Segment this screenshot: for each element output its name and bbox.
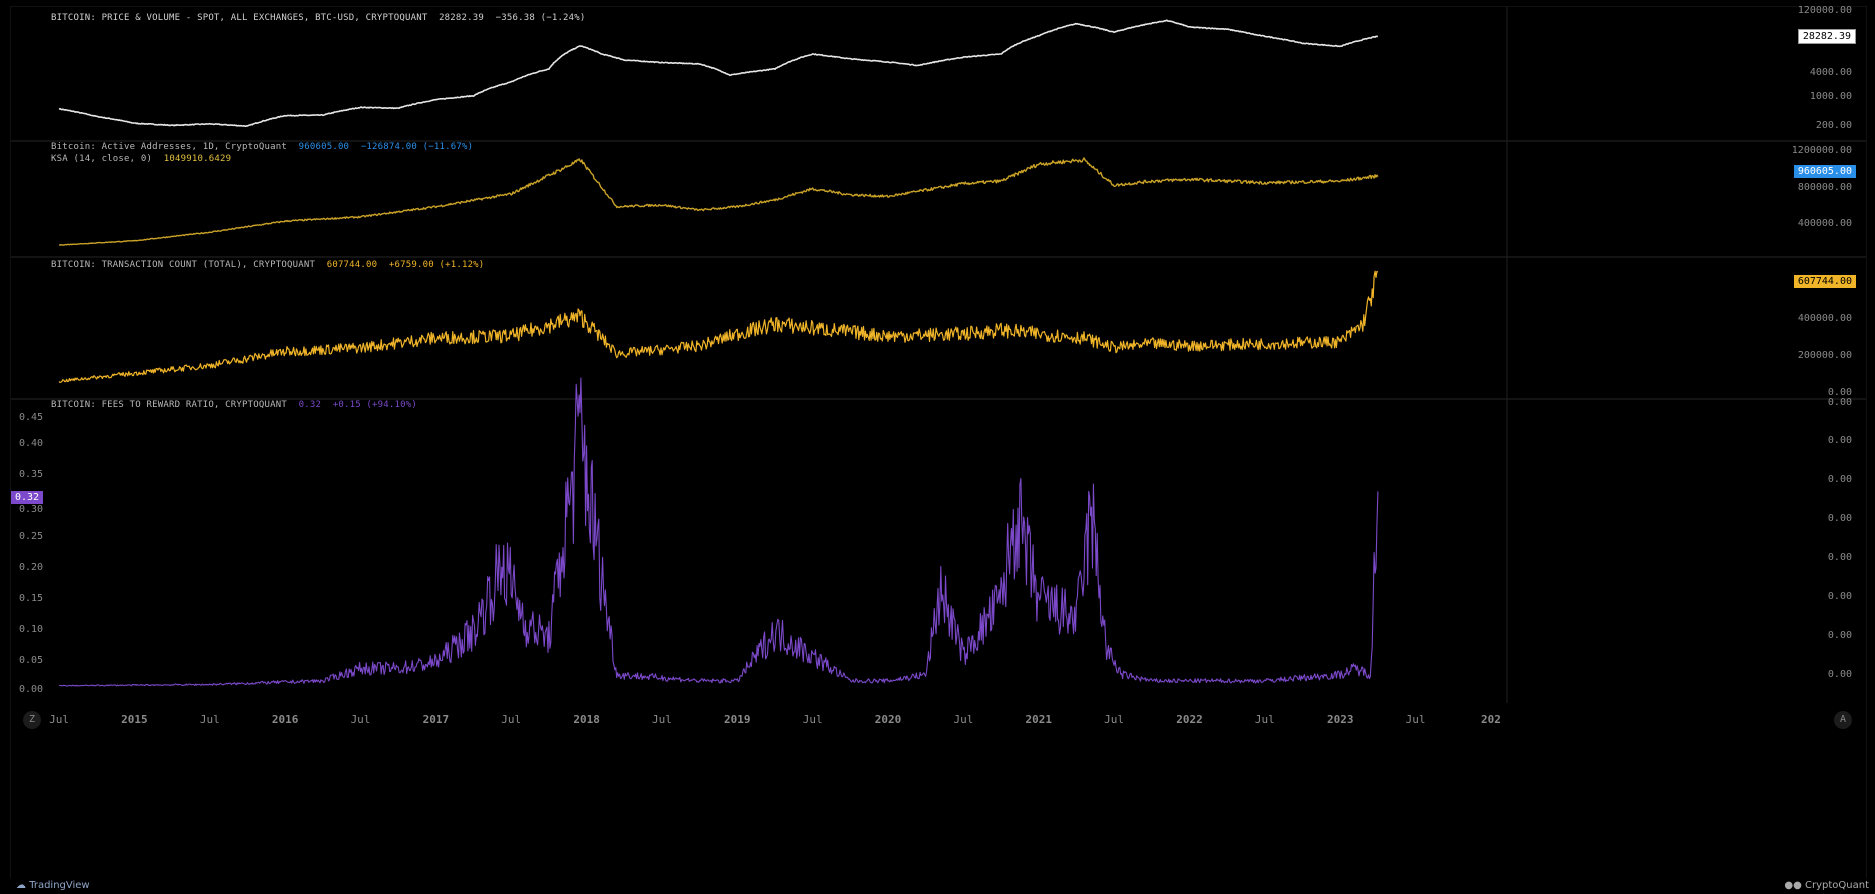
tx-count-line [58, 270, 1379, 383]
active-tick: 400000.00 [1797, 218, 1852, 229]
tx-value: 607744.00 [326, 260, 378, 270]
chart-frame: BITCOIN: PRICE & VOLUME - SPOT, ALL EXCH… [10, 5, 1867, 880]
x-tick-label: Jul [350, 713, 371, 726]
tx-pane-label: BITCOIN: TRANSACTION COUNT (TOTAL), CRYP… [51, 260, 484, 270]
price-tick: 200.00 [1815, 120, 1852, 131]
fees-left-tick: 0.20 [19, 562, 44, 573]
fees-right-tick: 0.00 [1827, 669, 1852, 680]
fees-right-tick: 0.00 [1827, 474, 1852, 485]
footer-bar: ☁ TradingView ●● CryptoQuant [0, 878, 1875, 894]
x-tick-label: 202 [1480, 713, 1501, 726]
x-tick-label: 2015 [121, 713, 148, 726]
tradingview-logo-icon: ☁ [16, 880, 30, 891]
x-tick-label: Jul [199, 713, 220, 726]
fees-right-tick: 0.00 [1827, 513, 1852, 524]
fees-title: BITCOIN: FEES TO REWARD RATIO, CRYPTOQUA… [51, 400, 287, 410]
ksa-value: 1049910.6429 [163, 154, 232, 164]
tx-last-tag: 607744.00 [1793, 275, 1856, 288]
auto-scale-button[interactable]: A [1834, 711, 1852, 729]
price-title: BITCOIN: PRICE & VOLUME - SPOT, ALL EXCH… [51, 13, 428, 23]
fees-right-tick: 0.00 [1827, 397, 1852, 408]
active-addresses-line [59, 157, 1379, 246]
fees-change: +0.15 (+94.10%) [332, 400, 417, 410]
x-tick-label: Jul [652, 713, 672, 726]
price-change: −356.38 (−1.24%) [495, 13, 586, 23]
active-value: 960605.00 [298, 142, 350, 152]
fees-right-tick: 0.00 [1827, 552, 1852, 563]
fees-left-tick: 0.40 [19, 438, 44, 449]
fees-right-tick: 0.00 [1827, 435, 1852, 446]
ksa-title: KSA (14, close, 0) [51, 154, 153, 164]
x-tick-label: Jul [1104, 713, 1125, 726]
fees-left-tick: 0.30 [19, 504, 44, 515]
price-line [58, 19, 1379, 128]
x-tick-label: 2018 [573, 713, 600, 726]
x-tick-label: Jul [49, 713, 69, 726]
x-tick-label: Jul [1405, 713, 1426, 726]
x-tick-label: Jul [802, 713, 823, 726]
active-change: −126874.00 (−11.67%) [360, 142, 474, 152]
active-last-tag: 960605.00 [1793, 165, 1856, 178]
x-tick-label: 2021 [1025, 713, 1053, 726]
fees-left-tick: 0.10 [19, 624, 44, 635]
fees-pane-label: BITCOIN: FEES TO REWARD RATIO, CRYPTOQUA… [51, 400, 417, 410]
fees-left-tick: 0.05 [19, 655, 44, 666]
fees-value: 0.32 [298, 400, 322, 410]
active-title: Bitcoin: Active Addresses, 1D, CryptoQua… [51, 142, 287, 152]
ksa-label: KSA (14, close, 0) 1049910.6429 [51, 154, 231, 164]
tx-change: +6759.00 (+1.12%) [388, 260, 485, 270]
price-tick: 1000.00 [1809, 91, 1852, 102]
tradingview-brand: ☁ TradingView [16, 880, 90, 891]
cryptoquant-brand: ●● CryptoQuant [1784, 880, 1869, 891]
x-tick-label: 2019 [724, 713, 751, 726]
fees-left-tick: 0.15 [19, 593, 44, 604]
fees-last-tag: 0.32 [11, 491, 44, 504]
fees-line [58, 377, 1379, 687]
fees-right-tick: 0.00 [1827, 630, 1852, 641]
tx-title: BITCOIN: TRANSACTION COUNT (TOTAL), CRYP… [51, 260, 316, 270]
price-pane-label: BITCOIN: PRICE & VOLUME - SPOT, ALL EXCH… [51, 13, 586, 23]
price-last-tag: 28282.39 [1797, 29, 1856, 44]
tx-tick: 0.00 [1827, 387, 1852, 398]
fees-left-tick: 0.45 [19, 412, 44, 423]
fees-left-tick: 0.00 [19, 684, 44, 695]
cryptoquant-logo-icon: ●● [1784, 880, 1805, 891]
tx-tick: 400000.00 [1797, 313, 1852, 324]
fees-left-tick: 0.35 [19, 469, 44, 480]
active-tick: 1200000.00 [1791, 145, 1852, 156]
x-tick-label: Jul [501, 713, 522, 726]
zoom-reset-button[interactable]: Z [23, 711, 41, 729]
x-tick-label: 2020 [874, 713, 902, 726]
x-tick-label: 2023 [1326, 713, 1354, 726]
x-tick-label: 2022 [1176, 713, 1203, 726]
x-tick-label: Jul [1254, 713, 1275, 726]
price-value: 28282.39 [439, 13, 485, 23]
tx-tick: 200000.00 [1797, 350, 1852, 361]
price-tick: 4000.00 [1809, 67, 1852, 78]
x-tick-label: Jul [953, 713, 974, 726]
fees-right-tick: 0.00 [1827, 591, 1852, 602]
x-tick-label: 2016 [271, 713, 299, 726]
x-tick-label: 2017 [422, 713, 450, 726]
active-pane-label: Bitcoin: Active Addresses, 1D, CryptoQua… [51, 142, 473, 152]
multi-pane-chart [11, 7, 1866, 703]
active-tick: 800000.00 [1797, 182, 1852, 193]
price-tick: 120000.00 [1797, 5, 1852, 16]
fees-left-tick: 0.25 [19, 531, 44, 542]
